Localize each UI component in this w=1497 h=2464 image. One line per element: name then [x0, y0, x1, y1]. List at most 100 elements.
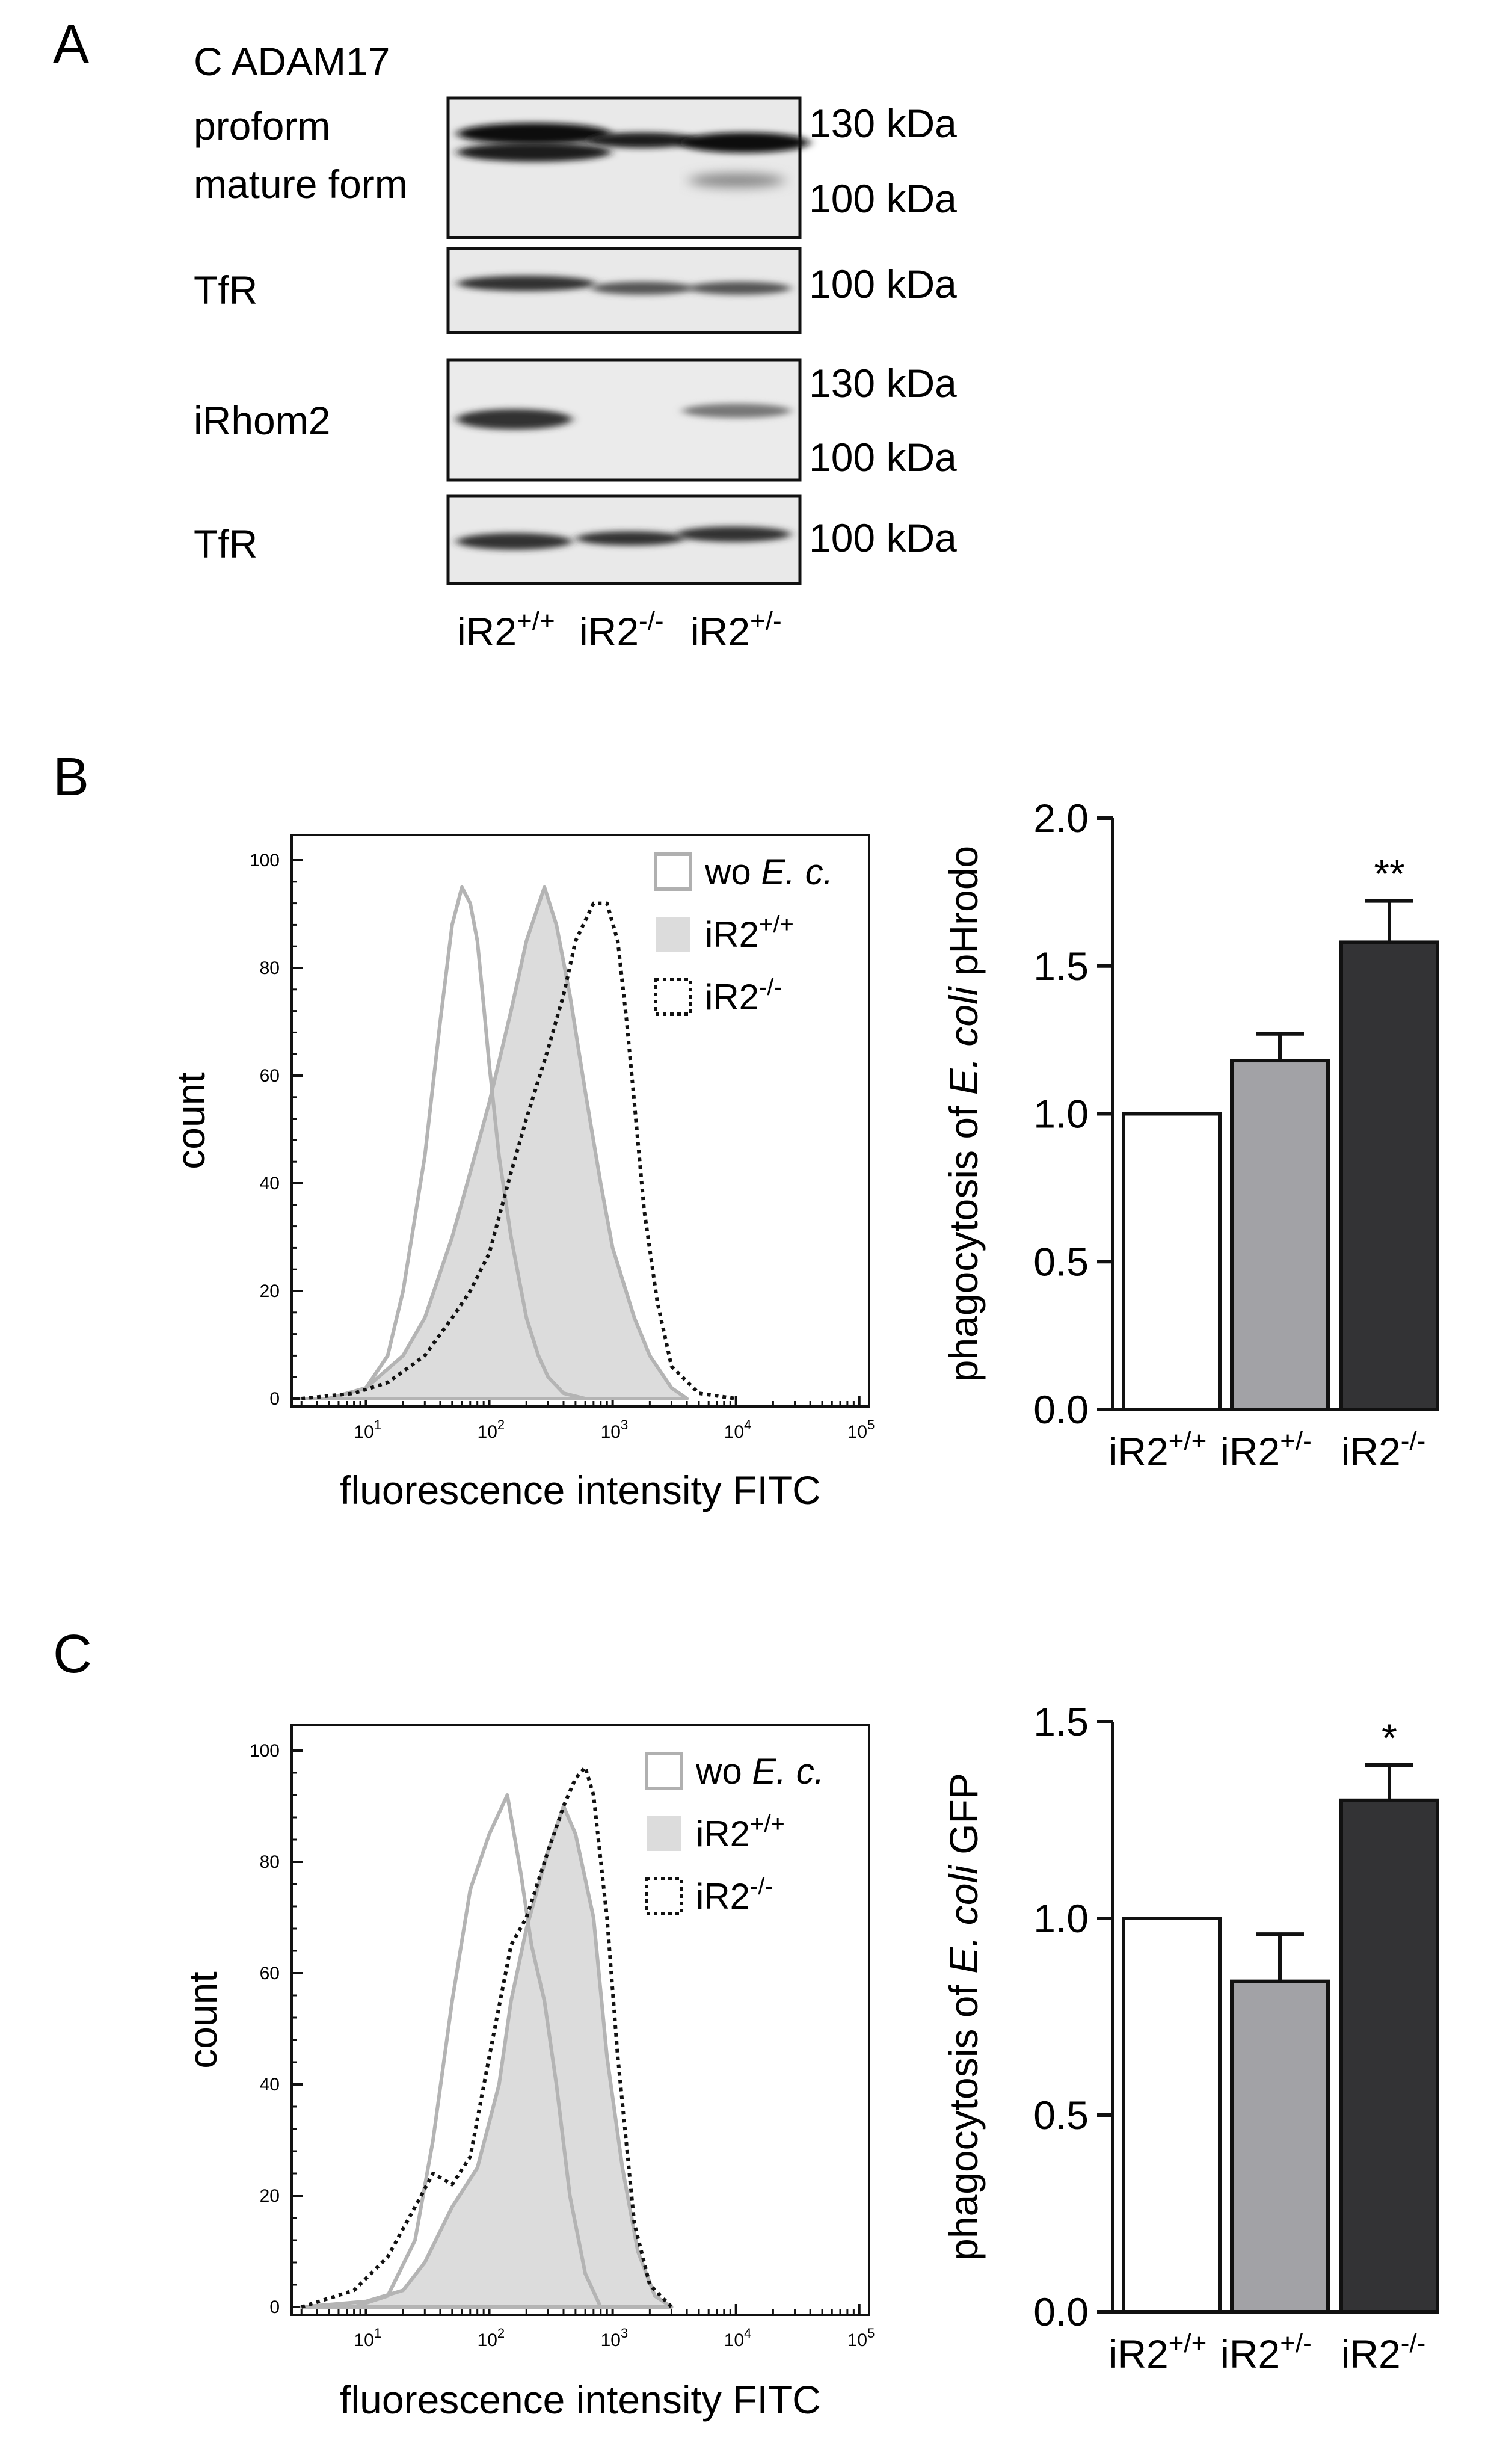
blot-header: C ADAM17	[194, 39, 390, 84]
y-tick-label: 80	[260, 1852, 280, 1872]
band-adam17-pro-lane3	[680, 132, 810, 153]
y-tick-label: 2.0	[1033, 796, 1089, 840]
panel-a: A C ADAM17 proform mature form 130 kDa 1…	[53, 14, 957, 654]
series-ir2-wt	[300, 1804, 674, 2309]
y-axis-label: phagocytosis of E. coli GFP	[941, 1773, 986, 2261]
series-ir2-wt	[300, 885, 689, 1400]
y-tick-label: 40	[260, 1174, 280, 1194]
y-tick-label: 60	[260, 1964, 280, 1983]
band-tfr1-lane3	[689, 282, 791, 295]
series-wo-ec	[301, 885, 586, 1400]
bar-1	[1122, 1917, 1222, 2314]
band-tfr2-lane2	[576, 531, 684, 546]
legend-swatch	[645, 1752, 683, 1790]
blot-label-proform: proform	[194, 103, 330, 148]
y-tick-label: 0	[269, 1389, 280, 1409]
x-tick-label: 104	[724, 1417, 752, 1442]
x-tick-label: 101	[354, 2326, 381, 2350]
significance-label: **	[1374, 852, 1404, 896]
y-tick-label: 80	[260, 958, 280, 978]
x-tick-label: 105	[847, 1417, 875, 1442]
legend-label: iR2-/-	[696, 1873, 773, 1917]
marker-adam17-100: 100 kDa	[809, 176, 957, 221]
panel-b-letter: B	[53, 747, 89, 807]
category-label: iR2+/-	[1220, 2329, 1312, 2376]
y-tick-label: 1.5	[1033, 944, 1089, 988]
legend-swatch	[656, 917, 690, 952]
marker-adam17-130: 130 kDa	[809, 101, 957, 146]
panel-a-letter: A	[53, 14, 89, 75]
band-adam17-mature-lane1	[457, 143, 611, 162]
category-label: iR2+/-	[1220, 1426, 1312, 1474]
lane-label-2: iR2-/-	[579, 606, 664, 654]
y-tick-label: 20	[260, 1281, 280, 1301]
x-axis-label: fluorescence intensity FITC	[340, 2377, 821, 2422]
marker-tfr1-100: 100 kDa	[809, 262, 957, 306]
marker-irhom2-100: 100 kDa	[809, 435, 957, 479]
lane-label-3: iR2+/-	[690, 606, 782, 654]
x-tick-label: 104	[724, 2326, 752, 2350]
bar-3	[1339, 1798, 1439, 2314]
band-adam17-pro-lane1	[457, 123, 611, 144]
blot-label-irhom2: iRhom2	[194, 398, 330, 443]
x-tick-label: 101	[354, 1417, 381, 1442]
legend-swatch	[654, 852, 692, 891]
bar-3	[1339, 940, 1439, 1412]
bar-2	[1230, 1059, 1330, 1411]
y-tick-label: 0.5	[1033, 1239, 1089, 1284]
y-tick-label: 1.5	[1033, 1699, 1089, 1744]
blot-label-tfr-1: TfR	[194, 268, 257, 312]
y-tick-label: 0	[269, 2297, 280, 2317]
category-label: iR2-/-	[1341, 1426, 1426, 1474]
legend-swatch	[654, 978, 692, 1016]
y-tick-label: 60	[260, 1066, 280, 1086]
x-tick-label: 105	[847, 2326, 875, 2350]
legend-label: iR2-/-	[705, 974, 782, 1017]
y-tick-label: 100	[250, 851, 280, 870]
y-tick-label: 1.0	[1033, 1092, 1089, 1136]
bar-chart-c: 0.0 0.5 1.0 1.5 iR2+/+ iR2+/- * iR2-/- phagocyto…	[941, 1699, 1439, 2376]
y-tick-label: 0.5	[1033, 2093, 1089, 2137]
x-tick-label: 102	[478, 1417, 505, 1442]
lane-label-1: iR2+/+	[457, 606, 555, 654]
panel-c-letter: C	[53, 1624, 92, 1684]
band-irhom2-lane3	[683, 404, 791, 418]
marker-irhom2-130: 130 kDa	[809, 361, 957, 405]
series-ir2-ko	[301, 901, 737, 1400]
y-axis-label: phagocytosis of E. coli pHrodo	[941, 846, 986, 1382]
band-adam17-pro-lane2	[587, 132, 698, 148]
y-tick-label: 0.0	[1033, 1387, 1089, 1432]
series-wo-ec	[301, 1793, 603, 2309]
blot-label-tfr-2: TfR	[194, 522, 257, 566]
x-tick-label: 102	[478, 2326, 505, 2350]
blot-label-mature-form: mature form	[194, 162, 408, 206]
bands-adam17	[457, 123, 810, 188]
bar-1	[1122, 1112, 1222, 1411]
category-label: iR2-/-	[1341, 2329, 1426, 2376]
plot-frame	[290, 1724, 870, 2316]
histogram-c: 0 20 40 60 80 100 101 102 103 104 105 wo E. c. iR2+/…	[180, 1724, 875, 2422]
legend-swatch	[645, 1877, 683, 1915]
histogram-b: 0 20 40 60 80 100 101 102 103 104 105 wo E. c. iR2+/…	[168, 834, 875, 1512]
band-irhom2-lane1	[456, 409, 572, 430]
band-adam17-mature-lane3	[689, 173, 785, 188]
legend-label: iR2+/+	[696, 1811, 785, 1854]
legend-label: wo E. c.	[704, 852, 833, 892]
legend-label: iR2+/+	[705, 911, 794, 955]
bands-tfr-1	[457, 276, 791, 295]
y-tick-label: 100	[250, 1741, 280, 1761]
y-tick-label: 40	[260, 2075, 280, 2095]
legend-label: wo E. c.	[695, 1751, 824, 1791]
bands-irhom2	[456, 404, 791, 430]
marker-tfr2-100: 100 kDa	[809, 516, 957, 560]
band-tfr2-lane3	[677, 526, 791, 542]
y-axis-label: count	[180, 1971, 225, 2068]
plot-frame	[290, 834, 870, 1408]
significance-label: *	[1382, 1716, 1397, 1760]
legend-swatch	[647, 1816, 681, 1851]
blot-box-adam17	[446, 96, 802, 239]
bar-chart-b: 0.0 0.5 1.0 1.5 2.0 iR2+/+ iR2+/- ** iR2-/- phago…	[941, 796, 1439, 1474]
band-tfr1-lane2	[591, 282, 693, 295]
y-tick-label: 0.0	[1033, 2290, 1089, 2334]
